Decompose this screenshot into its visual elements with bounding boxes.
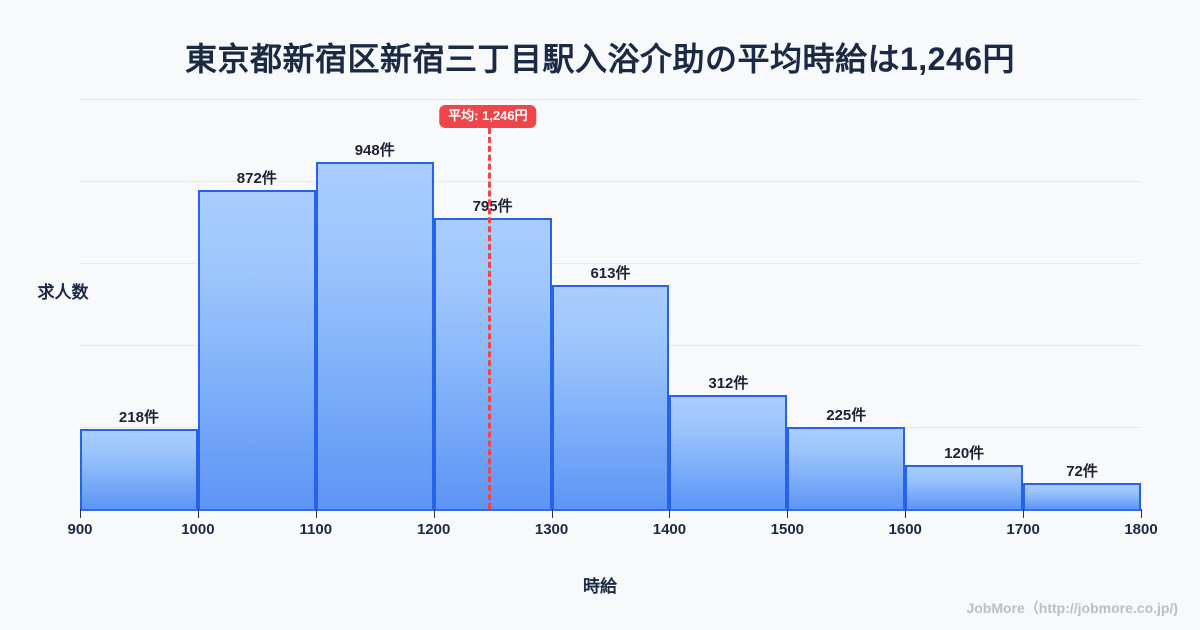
average-dashed-line: [487, 128, 491, 509]
x-axis-tick: [315, 509, 317, 518]
gridline: [80, 263, 1141, 264]
bar-value-label: 218件: [118, 409, 159, 427]
plot-area: 218件 872件 948件 795件 613件 312件 225件 120件 72件 平均: …: [80, 99, 1141, 509]
bar-value-label: 795件: [472, 197, 513, 215]
bar-value-label: 120件: [944, 445, 985, 463]
bar-value-label: 312件: [708, 374, 749, 392]
histogram-bar[interactable]: 120件: [905, 445, 1024, 509]
x-axis-tick-label: 1800: [1124, 521, 1158, 538]
x-axis-tick: [905, 509, 907, 518]
histogram-bar[interactable]: 225件: [787, 407, 906, 509]
x-axis-tick-label: 900: [67, 521, 93, 538]
average-badge: 平均: 1,246円: [439, 105, 537, 129]
x-axis-tick-label: 1500: [770, 521, 805, 538]
x-axis-tick-label: 1000: [181, 521, 215, 538]
x-axis-title: 時給: [583, 577, 617, 596]
x-axis-tick: [669, 509, 671, 518]
histogram-bar[interactable]: 795件: [433, 198, 552, 509]
x-axis-tick: [551, 509, 553, 518]
bar-value-label: 613件: [590, 264, 631, 282]
x-axis-tick-label: 1300: [534, 521, 569, 538]
histogram-bar[interactable]: 312件: [669, 375, 788, 509]
x-axis-line: [80, 509, 1141, 511]
histogram-bar[interactable]: 72件: [1023, 463, 1141, 509]
gridline: [80, 181, 1141, 182]
histogram-bar[interactable]: 613件: [551, 265, 670, 509]
x-axis-tick-label: 1100: [299, 521, 333, 538]
x-axis-tick: [787, 509, 789, 518]
page-title: 東京都新宿区新宿三丁目駅入浴介助の平均時給は1,246円: [184, 41, 1016, 77]
x-axis-tick: [197, 509, 199, 518]
gridline: [80, 99, 1141, 100]
histogram-bar[interactable]: 218件: [80, 409, 198, 509]
watermark: JobMore（http://jobmore.co.jp/): [966, 600, 1178, 616]
x-axis-tick: [80, 509, 81, 518]
bar-series: 218件 872件 948件 795件 613件 312件 225件 120件 72件: [80, 99, 1141, 509]
x-axis-tick-label: 1400: [652, 521, 687, 538]
y-axis-title: 求人数: [37, 283, 89, 302]
x-axis-tick: [433, 509, 435, 518]
bar-value-label: 872件: [236, 169, 277, 187]
histogram-bar[interactable]: 872件: [197, 170, 316, 509]
bar-value-label: 225件: [826, 406, 867, 424]
x-axis-tick-label: 1200: [416, 521, 451, 538]
histogram-bar[interactable]: 948件: [315, 142, 434, 509]
bar-value-label: 72件: [1066, 462, 1098, 480]
x-axis-tick: [1023, 509, 1025, 518]
x-axis-tick: [1141, 509, 1142, 518]
bar-value-label: 948件: [354, 141, 395, 159]
x-axis-tick-label: 1600: [888, 521, 922, 538]
x-axis-tick-label: 1700: [1006, 521, 1040, 538]
